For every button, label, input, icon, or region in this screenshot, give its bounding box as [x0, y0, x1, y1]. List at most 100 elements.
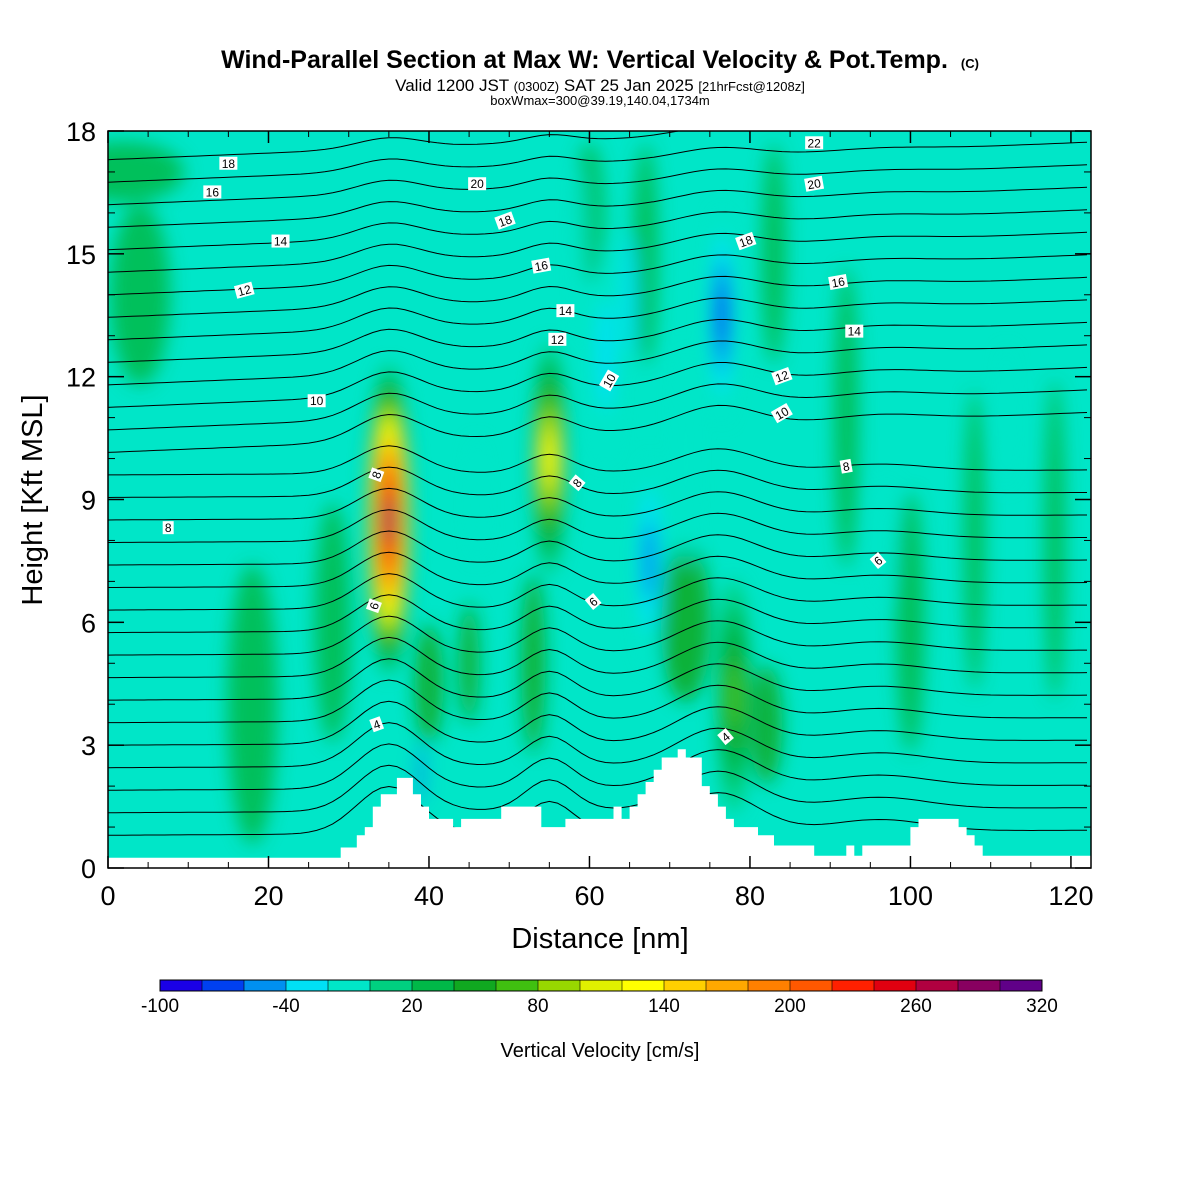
- isentrope-label: 6: [584, 592, 602, 610]
- isentrope-line: [108, 340, 1088, 386]
- velocity-core: [384, 503, 394, 536]
- isentrope-label: 12: [771, 367, 793, 386]
- colorbar-swatch: [454, 980, 497, 991]
- colorbar-tick-label: 80: [527, 996, 548, 1017]
- y-axis-ticks: 0 3 6 9 12 15 18: [66, 117, 1091, 884]
- field-patch: [459, 603, 480, 724]
- field-patch: [964, 390, 985, 691]
- field-patch: [1000, 347, 1013, 488]
- isentrope-line: [108, 700, 1087, 746]
- x-axis-ticks: 0 20 40 60 80 100 120: [100, 131, 1093, 911]
- svg-text:12: 12: [236, 282, 253, 299]
- colorbar-swatch: [664, 980, 707, 991]
- isentrope-line: [108, 297, 1088, 341]
- svg-text:20: 20: [806, 176, 822, 192]
- colorbar-swatch: [412, 980, 455, 991]
- isentrope-line: [108, 509, 1087, 543]
- isentrope-label: 6: [869, 552, 887, 570]
- isentrope-line: [108, 209, 1088, 251]
- field-patch: [660, 542, 711, 703]
- field-patch: [574, 163, 589, 344]
- x-axis-label: Distance [nm]: [511, 923, 688, 955]
- plot-area: 1816141210886420181614121086422201816141…: [108, 131, 1091, 868]
- colorbar-tick-label: -40: [272, 996, 299, 1017]
- x-tick-label: 20: [253, 881, 283, 911]
- colorbar: [159, 979, 1043, 992]
- isentrope-label: 6: [365, 598, 383, 614]
- field-patch: [227, 564, 278, 845]
- isentrope-label: 18: [219, 156, 238, 171]
- colorbar-title: Vertical Velocity [cm/s]: [501, 1040, 700, 1062]
- isentrope-label: 4: [717, 728, 734, 746]
- colorbar-swatch: [874, 980, 917, 991]
- colorbar-frame: [159, 979, 1043, 992]
- isentrope-label: 4: [369, 716, 385, 733]
- y-tick-label: 9: [81, 486, 96, 516]
- svg-text:8: 8: [165, 521, 172, 535]
- y-tick-label: 0: [81, 854, 96, 884]
- velocity-core: [544, 436, 555, 481]
- isentrope-label: 16: [203, 185, 222, 199]
- isentrope-label: 14: [556, 304, 575, 318]
- isentrope-line: [108, 383, 1088, 431]
- svg-text:6: 6: [367, 600, 383, 611]
- isentrope-line: [108, 487, 1087, 521]
- colorbar-swatch: [160, 980, 203, 991]
- svg-text:18: 18: [222, 157, 236, 171]
- colorbar-tick-label: 260: [900, 996, 932, 1017]
- y-axis-label: Height [Kft MSL]: [17, 394, 49, 605]
- svg-text:14: 14: [848, 325, 862, 339]
- colorbar-swatch: [538, 980, 581, 991]
- field-patch: [834, 267, 859, 568]
- svg-text:14: 14: [274, 235, 288, 249]
- isentrope-label: 20: [468, 177, 487, 191]
- velocity-core: [716, 284, 728, 347]
- colorbar-swatch: [370, 980, 413, 991]
- isentrope-label: 10: [770, 402, 793, 424]
- isentrope-line: [108, 231, 1088, 273]
- isentrope-line: [108, 319, 1088, 363]
- isentrope-label: 8: [568, 474, 586, 492]
- colorbar-tick-labels: -100 -40 20 80 140 200 260 320: [141, 996, 1058, 1017]
- velocity-core: [642, 521, 657, 601]
- chart-subtitle-box: boxWmax=300@39.19,140.04,1734m: [490, 93, 710, 108]
- colorbar-swatch: [328, 980, 371, 991]
- isentrope-label: 8: [368, 467, 385, 483]
- isentrope-line: [108, 615, 1087, 656]
- isentrope-line: [108, 275, 1088, 318]
- isentrope-label: 12: [548, 332, 567, 347]
- isentrope-contours: [108, 131, 1088, 836]
- x-tick-label: 40: [414, 881, 444, 911]
- x-tick-label: 0: [100, 881, 115, 911]
- colorbar-swatch: [496, 980, 539, 991]
- y-tick-label: 12: [66, 363, 96, 393]
- svg-text:16: 16: [534, 258, 550, 274]
- svg-text:4: 4: [371, 717, 382, 733]
- y-tick-label: 3: [81, 731, 96, 761]
- isentrope-line: [108, 530, 1088, 566]
- isentrope-line: [108, 131, 682, 161]
- colorbar-swatch: [202, 980, 245, 991]
- field-patch: [876, 480, 897, 601]
- isentrope-line: [108, 466, 1087, 498]
- isentrope-line: [108, 186, 1088, 228]
- x-tick-label: 60: [574, 881, 604, 911]
- svg-text:10: 10: [773, 404, 792, 423]
- isentrope-line: [108, 679, 1087, 724]
- terrain-mask: [108, 749, 1091, 868]
- colorbar-swatch: [1000, 980, 1043, 991]
- field-patch: [521, 573, 546, 754]
- isentrope-line: [108, 254, 1088, 296]
- velocity-core: [597, 300, 615, 413]
- svg-text:18: 18: [497, 212, 515, 230]
- colorbar-swatch: [748, 980, 791, 991]
- x-tick-label: 100: [888, 881, 933, 911]
- isentrope-line: [108, 445, 1088, 476]
- colorbar-swatch: [286, 980, 329, 991]
- field-patch: [314, 502, 351, 743]
- y-tick-label: 15: [66, 240, 96, 270]
- chart-title: Wind-Parallel Section at Max W: Vertical…: [221, 46, 979, 74]
- isentrope-label: 16: [828, 274, 849, 291]
- isentrope-line: [108, 362, 1088, 408]
